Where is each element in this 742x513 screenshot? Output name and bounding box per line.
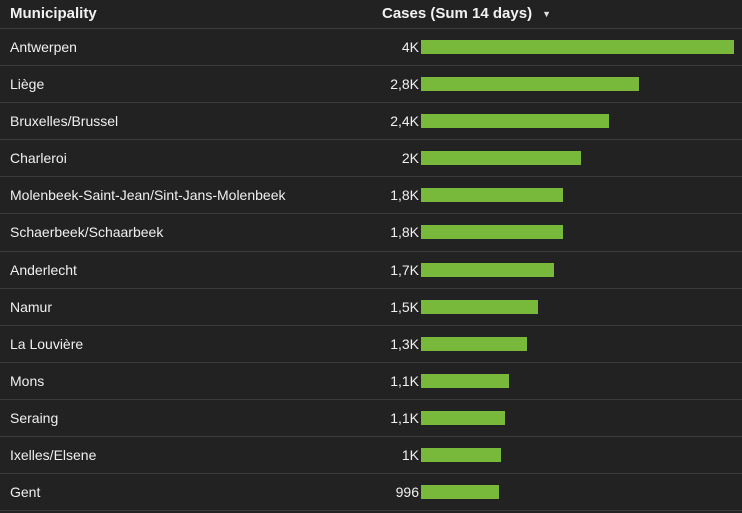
table-row[interactable]: Gent 996 [0,474,742,512]
cases-bar[interactable] [421,336,527,351]
cases-value-label: 1,1K [390,409,419,426]
cases-value-label: 2,8K [390,76,419,93]
table-row[interactable]: Anderlecht 1,7K [0,252,742,289]
cases-bar[interactable] [421,485,499,500]
cases-value-label: 1,3K [390,335,419,352]
municipality-name: Charleroi [10,150,67,167]
cases-value-label: 2K [401,150,419,167]
table-row[interactable]: Ixelles/Elsene 1K [0,437,742,475]
municipality-name: Mons [10,372,45,389]
municipality-name: Schaerbeek/Schaarbeek [10,224,164,241]
table-row[interactable]: Bruxelles/Brussel 2,4K [0,103,742,141]
cases-bar[interactable] [421,262,554,277]
cases-value-label: 4K [401,39,419,55]
table-row[interactable]: La Louvière 1,3K [0,326,742,363]
table-row[interactable]: Seraing 1,1K [0,400,742,438]
municipality-name: Antwerpen [10,39,77,55]
table-body: Antwerpen 4K Liège 2,8K Bruxelles/Brussel 2,4… [0,29,742,512]
municipality-name: Anderlecht [10,261,77,278]
municipality-name: Seraing [10,409,59,426]
municipality-name: Bruxelles/Brussel [10,113,119,130]
municipality-name: Gent [10,484,41,501]
cases-value-label: 996 [395,484,419,501]
cases-value-label: 1,5K [390,298,419,315]
sort-desc-icon[interactable]: ▼ [542,8,551,19]
cases-bar[interactable] [421,299,538,314]
cases-value-label: 2,4K [390,113,419,130]
cases-bar[interactable] [421,114,609,129]
municipality-name: Ixelles/Elsene [10,447,97,464]
cases-bar[interactable] [421,373,509,388]
table-row[interactable]: Mons 1,1K [0,363,742,400]
cases-column-header[interactable]: Cases (Sum 14 days) ▼ [382,5,551,22]
table-row[interactable]: Namur 1,5K [0,289,742,326]
cases-value-label: 1,7K [390,261,419,278]
municipality-column-header[interactable]: Municipality [10,5,97,22]
cases-value-label: 1,8K [390,224,419,241]
cases-value-label: 1,1K [390,372,419,389]
cases-bar[interactable] [421,225,563,240]
cases-bar[interactable] [421,77,639,92]
cases-bar[interactable] [421,448,501,463]
cases-column-label: Cases (Sum 14 days) [382,5,533,22]
table-row[interactable]: Liège 2,8K [0,66,742,104]
table-row[interactable]: Molenbeek-Saint-Jean/Sint-Jans-Molenbeek… [0,177,742,215]
cases-bar[interactable] [421,151,581,166]
table-row[interactable]: Charleroi 2K [0,140,742,178]
cases-value-label: 1K [401,447,419,464]
municipality-name: Liège [10,76,45,93]
municipality-name: Namur [10,298,53,315]
municipality-name: La Louvière [10,335,84,352]
table-header: Municipality Cases (Sum 14 days) ▼ [0,0,742,29]
cases-bar[interactable] [421,410,505,425]
table-row[interactable]: Schaerbeek/Schaarbeek 1,8K [0,214,742,252]
cases-bar[interactable] [421,40,734,54]
municipality-name: Molenbeek-Saint-Jean/Sint-Jans-Molenbeek [10,187,286,204]
cases-bar[interactable] [421,188,563,203]
cases-value-label: 1,8K [390,187,419,204]
table-row[interactable]: Antwerpen 4K [0,29,742,67]
